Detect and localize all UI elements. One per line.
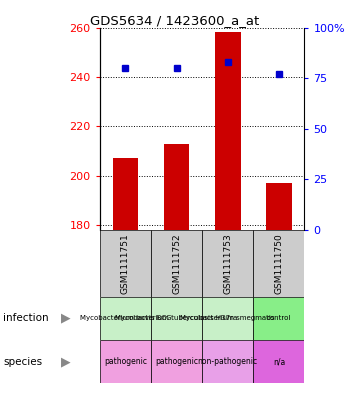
Bar	[100, 340, 151, 383]
Text: pathogenic: pathogenic	[155, 357, 198, 366]
Bar	[100, 297, 151, 340]
Bar	[253, 340, 304, 383]
Bar	[253, 297, 304, 340]
Text: GSM1111753: GSM1111753	[223, 233, 232, 294]
Text: GDS5634 / 1423600_a_at: GDS5634 / 1423600_a_at	[90, 14, 260, 27]
Text: non-pathogenic: non-pathogenic	[198, 357, 258, 366]
Bar	[151, 297, 202, 340]
Text: Mycobacterium bovis BCG: Mycobacterium bovis BCG	[79, 315, 171, 321]
Text: n/a: n/a	[273, 357, 285, 366]
Bar	[202, 230, 253, 297]
Bar	[266, 183, 292, 230]
Text: infection: infection	[4, 313, 49, 323]
Text: ▶: ▶	[61, 312, 71, 325]
Bar	[215, 33, 240, 230]
Bar	[164, 143, 189, 230]
Bar	[202, 340, 253, 383]
Bar	[202, 297, 253, 340]
Text: pathogenic: pathogenic	[104, 357, 147, 366]
Bar	[151, 340, 202, 383]
Text: Mycobacterium smegmatis: Mycobacterium smegmatis	[181, 315, 275, 321]
Text: GSM1111750: GSM1111750	[274, 233, 284, 294]
Text: GSM1111752: GSM1111752	[172, 233, 181, 294]
Bar	[151, 230, 202, 297]
Bar	[113, 158, 138, 230]
Text: species: species	[4, 356, 43, 367]
Bar	[100, 230, 151, 297]
Text: GSM1111751: GSM1111751	[121, 233, 130, 294]
Text: ▶: ▶	[61, 355, 71, 368]
Text: Mycobacterium tuberculosis H37ra: Mycobacterium tuberculosis H37ra	[116, 315, 238, 321]
Text: control: control	[267, 315, 291, 321]
Bar	[253, 230, 304, 297]
